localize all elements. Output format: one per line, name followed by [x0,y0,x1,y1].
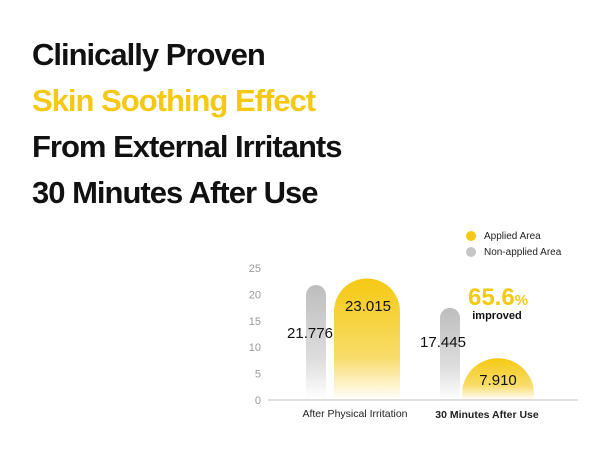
y-tick-label: 25 [249,263,261,275]
headline-line-2: Skin Soothing Effect [32,83,316,118]
legend-swatch-applied [466,231,476,241]
headline-line-3: From External Irritants [32,129,342,164]
y-tick-label: 20 [249,289,261,301]
x-tick-label-1: After Physical Irritation [302,408,407,420]
y-tick-label: 10 [249,342,261,354]
improvement-value: 65.6% [468,284,528,311]
improvement-unit: % [515,292,528,309]
headline-line-4: 30 Minutes After Use [32,175,319,210]
y-axis: 25 20 15 10 5 0 [249,263,261,407]
bar-applied [334,278,400,400]
legend-item-applied: Applied Area [466,228,561,244]
value-label-non-applied: 21.776 [287,325,333,342]
bar-non-applied [440,307,460,400]
value-label-non-applied: 17.445 [420,334,466,351]
legend-item-non-applied: Non-applied Area [466,244,561,260]
bar-applied [462,358,534,400]
y-tick-label: 0 [255,395,261,407]
y-tick-label: 5 [255,369,261,381]
headline: Clinically Proven Skin Soothing Effect F… [32,32,342,216]
headline-line-1: Clinically Proven [32,37,266,72]
legend-label-applied: Applied Area [484,230,541,242]
value-label-applied: 7.910 [479,372,517,389]
bars [306,278,534,400]
improvement-annotation: 65.6% improved [468,284,528,322]
bar-non-applied [306,285,326,400]
chart-legend: Applied Area Non-applied Area [466,228,561,260]
legend-label-non-applied: Non-applied Area [484,246,562,258]
x-tick-label-2: 30 Minutes After Use [435,409,539,421]
improvement-number: 65.6 [468,284,515,311]
y-tick-label: 15 [249,316,261,328]
value-label-applied: 23.015 [345,298,391,315]
legend-swatch-non-applied [466,247,476,257]
improvement-label: improved [472,310,522,322]
value-labels: 21.776 23.015 17.445 7.910 [287,298,517,389]
